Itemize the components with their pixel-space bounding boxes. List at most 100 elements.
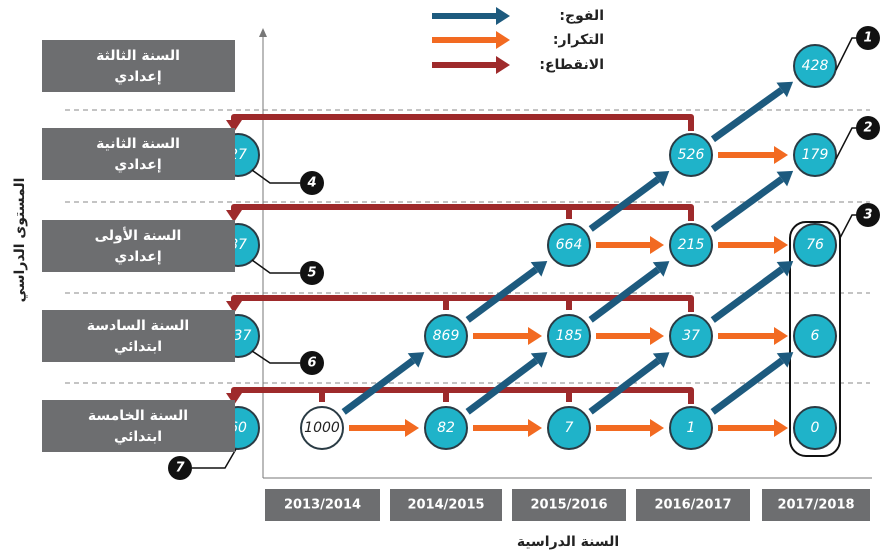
arrow-shaft [588, 357, 661, 415]
node-circle [424, 406, 468, 450]
callout-number: 4 [306, 176, 316, 191]
column-label: 2017/2018 [777, 498, 854, 513]
arrow-head [774, 327, 788, 345]
callout-badge [856, 116, 880, 140]
dropout-bracket [231, 114, 694, 131]
callout-line [192, 448, 237, 469]
node-value: 37 [682, 328, 700, 344]
arrow-head [776, 260, 794, 277]
arrow-head [226, 120, 242, 132]
callout-number: 5 [307, 266, 316, 281]
node-value: 7 [565, 420, 574, 436]
arrow-head [774, 236, 788, 254]
node-circle [793, 314, 837, 358]
arrow-head [652, 352, 670, 368]
row-label: السنة السادسة [87, 318, 189, 334]
node-circle [793, 44, 837, 88]
arrow-head [226, 301, 242, 313]
arrow-head [528, 327, 542, 345]
row-label: إعدادي [114, 69, 161, 86]
callout-line [251, 259, 300, 274]
y-axis-arrow [259, 28, 267, 37]
arrow-head [652, 261, 670, 277]
arrows [226, 7, 794, 437]
row-label-box [42, 310, 235, 362]
node-circle [669, 133, 713, 177]
axes [259, 28, 872, 479]
column-box [265, 489, 380, 521]
callout-number: 7 [175, 461, 185, 476]
node-value: 215 [678, 237, 705, 253]
arrow-head [407, 352, 425, 368]
row-label: السنة الثالثة [96, 48, 180, 64]
row-label: إعدادي [114, 249, 161, 266]
node-value: 0 [811, 420, 820, 436]
node-value: 82 [437, 420, 455, 436]
arrow-head [496, 56, 510, 74]
arrow-head [530, 352, 548, 368]
callout-badge [300, 261, 324, 285]
row-label-box [42, 400, 235, 452]
callout-badge [856, 203, 880, 227]
node-circle [669, 406, 713, 450]
arrow-head [650, 236, 664, 254]
column-box [390, 489, 502, 521]
row-label-box [42, 128, 235, 180]
column-label: 2014/2015 [407, 498, 484, 513]
node-circle [793, 223, 837, 267]
node-value: 1000 [304, 420, 340, 436]
arrow-shaft [588, 266, 661, 323]
node-circle [547, 223, 591, 267]
node-circle [793, 133, 837, 177]
node-circle [547, 406, 591, 450]
dashed-separators [65, 109, 870, 384]
column-box [512, 489, 626, 521]
node-circle [669, 314, 713, 358]
legend-label: الانقطاع: [539, 57, 604, 73]
node-value: 185 [556, 328, 583, 344]
callouts: 1 2 3 4 5 6 7 [168, 26, 880, 480]
legend-label: الفوج: [559, 8, 604, 24]
column-box [762, 489, 870, 521]
callout-line [251, 169, 300, 184]
callout-number: 1 [863, 31, 872, 46]
callout-badge [856, 26, 880, 50]
node-value: 76 [806, 237, 824, 253]
y-axis-title: المستوى الدراسي [12, 178, 28, 303]
arrow-shaft [465, 357, 539, 415]
arrow-shaft [588, 176, 661, 232]
arrow-shaft [341, 357, 416, 415]
arrow-head [774, 419, 788, 437]
node-value: 869 [433, 328, 460, 344]
x-axis-title: السنة الدراسية [517, 534, 619, 550]
row-label: ابتدائي [114, 339, 162, 355]
node-value: 428 [802, 58, 829, 74]
arrow-head [650, 327, 664, 345]
column-label: 2016/2017 [654, 498, 731, 513]
arrow-shaft [710, 266, 785, 323]
callout-number: 3 [863, 208, 872, 223]
arrow-shaft [710, 87, 784, 143]
arrow-head [774, 146, 788, 164]
arrow-shaft [710, 176, 784, 232]
row-label: السنة الأولى [95, 227, 182, 244]
node-value: 179 [802, 147, 829, 163]
callout-badge [168, 456, 192, 480]
arrow-head [776, 170, 794, 187]
arrow-head [496, 31, 510, 49]
column-box [636, 489, 750, 521]
row-label-box [42, 40, 235, 92]
node-circle [793, 406, 837, 450]
arrow-shaft [465, 266, 539, 323]
callout-number: 6 [307, 356, 316, 371]
node-circle [669, 223, 713, 267]
dropout-bracket [231, 204, 694, 221]
node-value: 664 [556, 237, 583, 253]
arrow-head [496, 7, 510, 25]
arrow-head [776, 352, 794, 368]
arrow-head [528, 419, 542, 437]
node-value: 1 [687, 420, 696, 436]
row-label: السنة الثانية [96, 136, 180, 152]
arrow-head [530, 261, 548, 277]
